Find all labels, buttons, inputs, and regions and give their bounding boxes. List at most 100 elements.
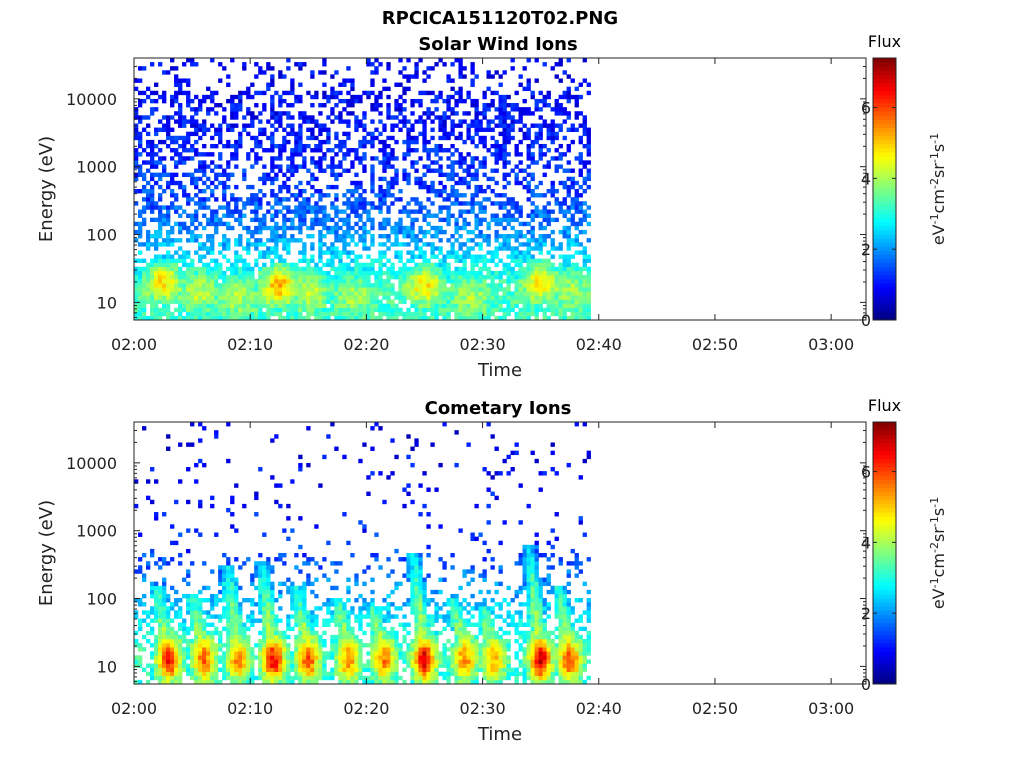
- figure-title: RPCICA151120T02.PNG: [382, 8, 618, 29]
- spectrogram-cell: [530, 287, 535, 292]
- spectrogram-cell: [246, 287, 251, 292]
- spectrogram-cell: [250, 614, 255, 619]
- spectrogram-cell: [186, 139, 191, 145]
- spectrogram-cell: [258, 598, 263, 603]
- spectrogram-cell: [246, 598, 251, 603]
- spectrogram-cell: [306, 287, 311, 292]
- spectrogram-cell: [418, 180, 423, 186]
- spectrogram-cell: [270, 111, 275, 116]
- spectrogram-cell: [210, 495, 215, 501]
- spectrogram-cell: [454, 274, 459, 280]
- spectrogram-cell: [490, 176, 495, 182]
- spectrogram-cell: [354, 270, 359, 276]
- spectrogram-cell: [218, 131, 223, 137]
- spectrogram-cell: [298, 287, 303, 292]
- spectrogram-cell: [170, 651, 175, 656]
- spectrogram-cell: [430, 287, 435, 292]
- spectrogram-cell: [494, 283, 499, 288]
- spectrogram-cell: [174, 651, 179, 656]
- spectrogram-cell: [198, 164, 203, 169]
- spectrogram-cell: [238, 270, 243, 276]
- spectrogram-cell: [238, 295, 243, 300]
- spectrogram-cell: [306, 201, 311, 206]
- spectrogram-cell: [198, 189, 203, 194]
- spectrogram-cell: [478, 123, 483, 128]
- spectrogram-cell: [206, 250, 211, 255]
- spectrogram-cell: [222, 270, 227, 276]
- spectrogram-cell: [390, 225, 395, 231]
- spectrogram-cell: [470, 193, 475, 198]
- spectrogram-cell: [578, 135, 583, 141]
- spectrogram-cell: [366, 94, 371, 100]
- spectrogram-cell: [562, 168, 567, 173]
- spectrogram-cell: [446, 266, 451, 272]
- spectrogram-cell: [354, 152, 359, 157]
- spectrogram-cell: [214, 225, 219, 231]
- spectrogram-cell: [150, 548, 155, 554]
- spectrogram-cell: [274, 238, 279, 243]
- spectrogram-cell: [390, 287, 395, 292]
- spectrogram-cell: [346, 119, 351, 124]
- spectrogram-cell: [342, 98, 347, 104]
- spectrogram-cell: [166, 250, 171, 255]
- spectrogram-cell: [510, 225, 515, 231]
- spectrogram-cell: [166, 115, 171, 120]
- spectrogram-cell: [470, 135, 475, 141]
- spectrogram-cell: [446, 176, 451, 182]
- spectrogram-cell: [330, 250, 335, 255]
- spectrogram-cell: [534, 193, 539, 198]
- spectrogram-cell: [486, 123, 491, 128]
- spectrogram-cell: [194, 598, 199, 603]
- spectrogram-cell: [454, 307, 459, 313]
- spectrogram-cell: [418, 184, 423, 190]
- spectrogram-cell: [270, 246, 275, 251]
- spectrogram-cell: [514, 315, 519, 321]
- spectrogram-cell: [410, 303, 415, 309]
- spectrogram-cell: [450, 111, 455, 116]
- spectrogram-cell: [466, 209, 471, 214]
- spectrogram-cell: [294, 94, 299, 100]
- colorbar-unit-base: eV: [929, 224, 948, 245]
- spectrogram-cell: [162, 634, 167, 640]
- spectrogram-cell: [458, 156, 463, 161]
- spectrogram-cell: [458, 234, 463, 239]
- spectrogram-cell: [458, 213, 463, 218]
- spectrogram-cell: [190, 58, 195, 63]
- spectrogram-cell: [250, 242, 255, 247]
- spectrogram-cell: [298, 180, 303, 186]
- spectrogram-cell: [426, 299, 431, 304]
- spectrogram-cell: [150, 581, 155, 587]
- spectrogram-cell: [446, 205, 451, 210]
- spectrogram-cell: [438, 156, 443, 161]
- spectrogram-cell: [162, 90, 167, 96]
- spectrogram-cell: [162, 238, 167, 243]
- spectrogram-cell: [206, 311, 211, 317]
- spectrogram-cell: [174, 610, 179, 615]
- spectrogram-cell: [370, 270, 375, 276]
- spectrogram-cell: [466, 283, 471, 288]
- spectrogram-cell: [522, 135, 527, 141]
- spectrogram-cell: [454, 221, 459, 227]
- spectrogram-cell: [198, 638, 203, 644]
- spectrogram-cell: [406, 291, 411, 296]
- spectrogram-cell: [410, 217, 415, 223]
- spectrogram-cell: [214, 287, 219, 292]
- spectrogram-cell: [470, 78, 475, 83]
- x-tick-label: 03:00: [808, 335, 854, 354]
- spectrogram-cell: [254, 205, 259, 210]
- spectrogram-cell: [274, 176, 279, 182]
- spectrogram-cell: [442, 291, 447, 296]
- spectrogram-cell: [438, 270, 443, 276]
- spectrogram-cell: [522, 123, 527, 128]
- spectrogram-cell: [198, 532, 203, 537]
- spectrogram-cell: [286, 315, 291, 321]
- spectrogram-cell: [490, 287, 495, 292]
- spectrogram-cell: [214, 626, 219, 632]
- spectrogram-cell: [234, 279, 239, 284]
- spectrogram-cell: [402, 283, 407, 288]
- spectrogram-cell: [158, 291, 163, 296]
- spectrogram-cell: [310, 176, 315, 182]
- spectrogram-cell: [190, 610, 195, 615]
- spectrogram-cell: [162, 602, 167, 607]
- spectrogram-cell: [234, 238, 239, 243]
